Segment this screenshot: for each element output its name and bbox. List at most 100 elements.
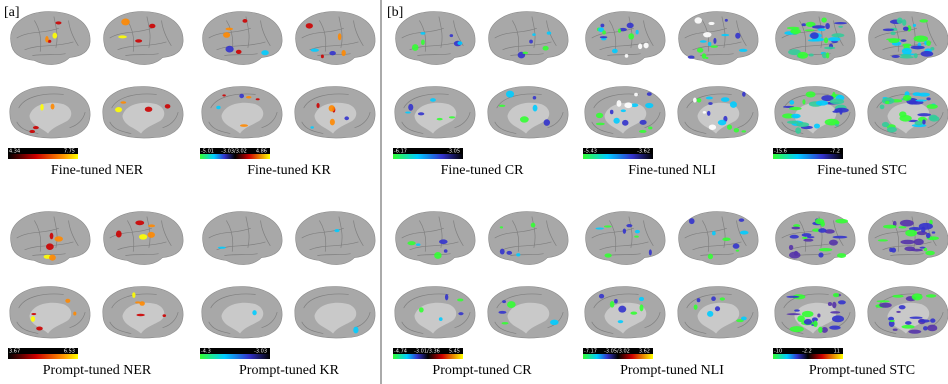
- activation: [599, 36, 608, 39]
- colorbar-label: -15.6: [774, 149, 787, 155]
- activation: [836, 253, 847, 259]
- activation: [639, 119, 647, 125]
- activation: [532, 33, 536, 36]
- activation: [519, 116, 529, 123]
- activation: [921, 226, 926, 233]
- activation: [918, 222, 933, 230]
- activation: [911, 293, 923, 301]
- activation: [408, 103, 414, 111]
- activation: [434, 252, 442, 259]
- colorbar: [773, 354, 843, 359]
- activation: [648, 249, 652, 256]
- activation: [223, 32, 231, 38]
- activation: [47, 39, 52, 43]
- colorbar-frame: [393, 348, 463, 354]
- activation: [40, 103, 44, 111]
- activation: [217, 246, 226, 249]
- activation: [917, 92, 930, 97]
- colorbar-label: -6.17: [394, 149, 407, 155]
- activation: [634, 235, 639, 238]
- activation: [883, 224, 897, 229]
- activation: [829, 239, 838, 246]
- activation: [609, 301, 615, 308]
- activation: [449, 34, 454, 38]
- brain-view: [295, 211, 376, 265]
- activation: [443, 249, 448, 253]
- activation: [837, 300, 846, 305]
- colorbar-label: -5.43: [584, 149, 597, 155]
- activation: [834, 21, 847, 25]
- activation: [328, 105, 335, 112]
- activation: [926, 40, 931, 46]
- activation: [818, 228, 827, 233]
- activation: [832, 293, 840, 298]
- activation: [136, 313, 145, 317]
- activation: [602, 30, 606, 35]
- activation: [832, 110, 840, 113]
- activation: [899, 219, 914, 227]
- activation: [626, 22, 634, 29]
- activation: [54, 236, 63, 242]
- activation: [639, 304, 644, 312]
- activation: [896, 17, 903, 24]
- activation: [821, 17, 827, 23]
- activation: [714, 306, 721, 312]
- colorbar-frame: [200, 348, 270, 354]
- activation: [911, 123, 927, 128]
- colorbar: [773, 154, 843, 159]
- activation: [344, 116, 350, 121]
- activation: [316, 103, 320, 109]
- brain-panel: -10 -2.2 11 Prompt-tuned STC: [773, 211, 948, 378]
- activation: [688, 218, 695, 225]
- activation: [876, 300, 890, 303]
- activation: [827, 37, 841, 42]
- panel-label: [a]: [4, 5, 20, 20]
- activation: [926, 104, 938, 109]
- activation: [619, 27, 627, 32]
- panel-title: Prompt-tuned CR: [432, 363, 532, 378]
- activation: [502, 300, 507, 304]
- activation: [879, 302, 892, 308]
- activation: [32, 126, 39, 130]
- colorbar-label: -7.17: [584, 349, 597, 355]
- activation: [617, 320, 624, 324]
- activation: [789, 106, 802, 111]
- activation: [729, 101, 737, 108]
- activation: [808, 53, 814, 57]
- activation: [804, 29, 815, 32]
- activation: [620, 109, 626, 113]
- colorbar-label: -3.05: [447, 149, 460, 155]
- activation: [820, 221, 825, 227]
- activation: [892, 328, 898, 331]
- activation: [722, 237, 731, 242]
- activation: [225, 27, 233, 31]
- activation: [222, 94, 226, 97]
- panel-title: Fine-tuned STC: [817, 163, 907, 178]
- activation: [121, 18, 130, 26]
- activation: [926, 97, 931, 101]
- activation: [815, 100, 829, 106]
- activation: [930, 46, 935, 51]
- activation: [702, 111, 707, 114]
- activation: [741, 130, 747, 133]
- activation: [789, 100, 795, 105]
- activation: [626, 223, 633, 228]
- activation: [648, 126, 653, 130]
- colorbar: [583, 354, 653, 359]
- activation: [720, 97, 730, 102]
- activation: [421, 39, 425, 46]
- activation: [405, 111, 411, 114]
- activation: [803, 318, 813, 325]
- activation: [913, 53, 918, 59]
- activation: [908, 329, 922, 334]
- activation: [811, 317, 818, 322]
- panel-title: Fine-tuned NLI: [628, 163, 716, 178]
- brain-panel: -7.17 -3.05/3.02 3.62 Prompt-tuned NLI: [583, 211, 759, 378]
- activation: [823, 37, 829, 44]
- activation: [420, 32, 426, 35]
- activation: [334, 229, 340, 233]
- activation: [634, 92, 638, 97]
- activation: [115, 230, 122, 238]
- activation: [914, 120, 924, 126]
- activation: [803, 238, 814, 242]
